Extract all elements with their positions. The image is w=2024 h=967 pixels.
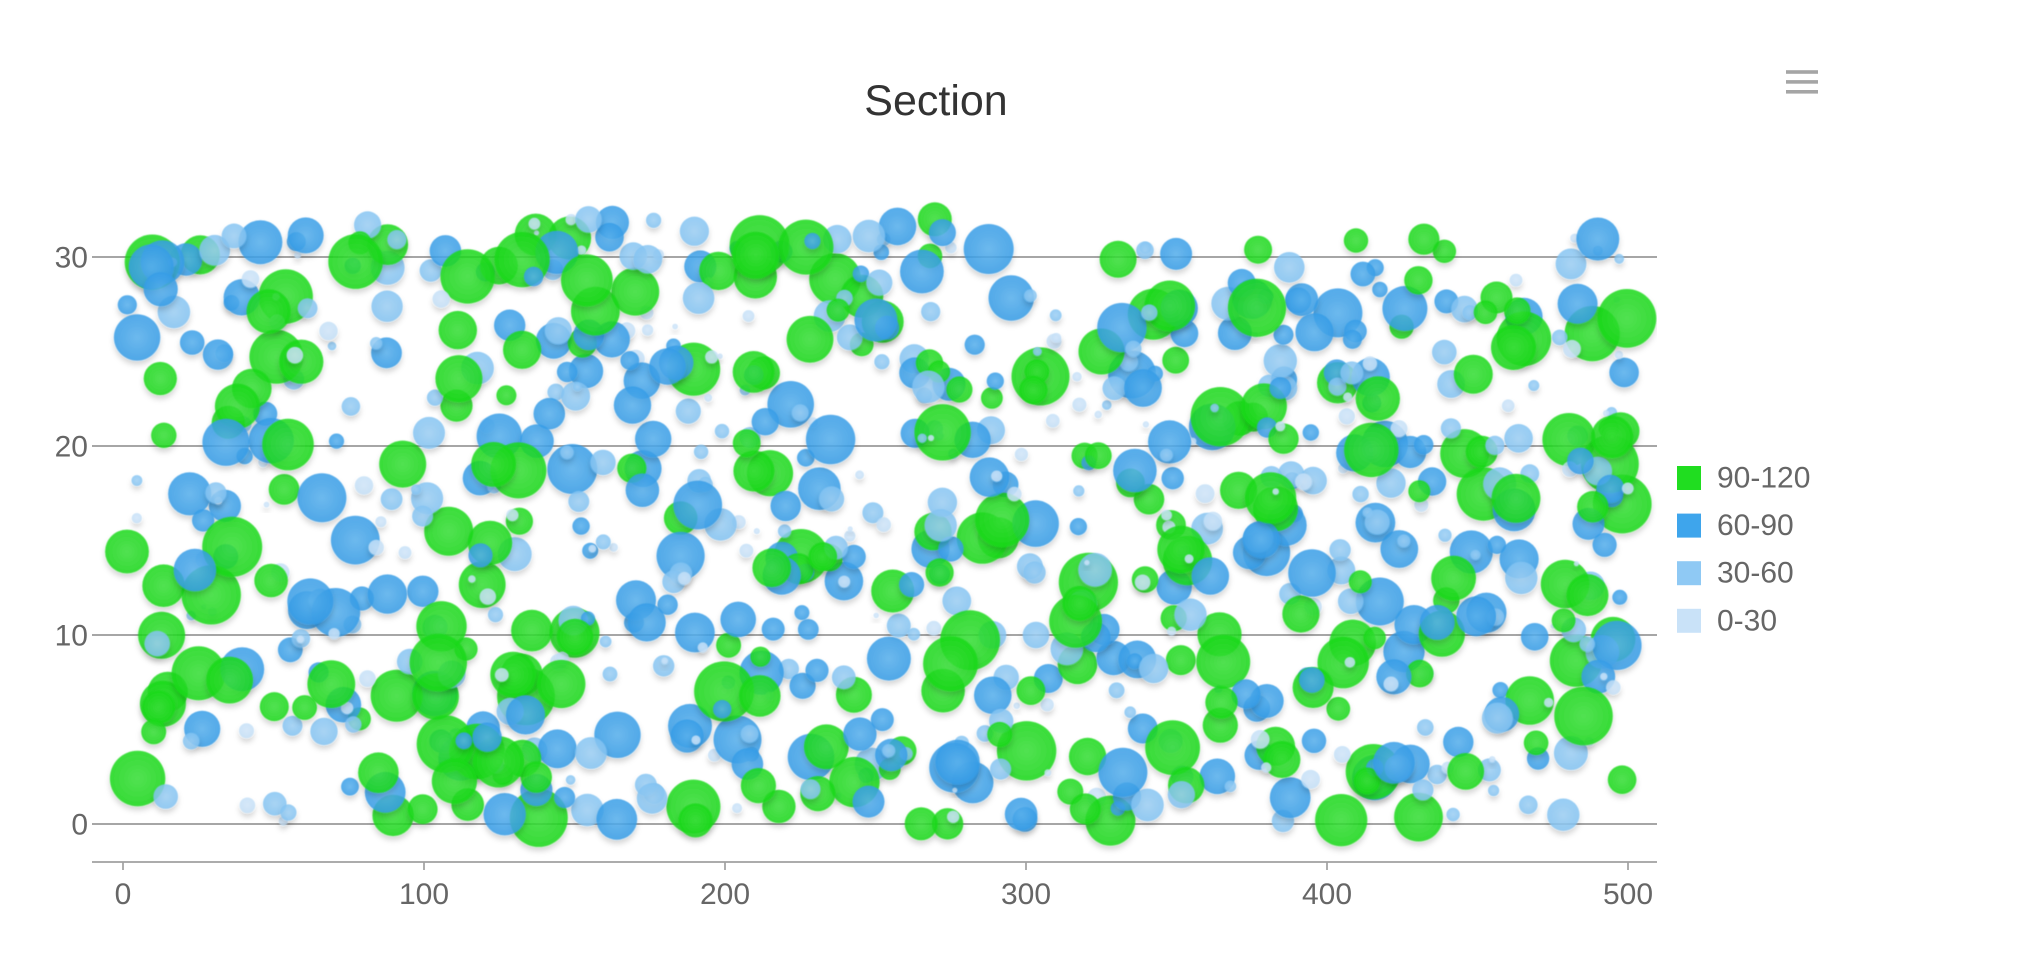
svg-text:500: 500 — [1603, 878, 1653, 911]
svg-text:Section: Section — [864, 77, 1007, 125]
svg-text:30-60: 30-60 — [1717, 557, 1794, 590]
svg-text:100: 100 — [399, 878, 449, 911]
svg-text:0-30: 0-30 — [1717, 604, 1777, 637]
svg-text:10: 10 — [55, 620, 88, 653]
svg-text:60-90: 60-90 — [1717, 509, 1794, 542]
svg-text:200: 200 — [700, 878, 750, 911]
svg-text:0: 0 — [71, 809, 88, 842]
svg-text:30: 30 — [55, 242, 88, 275]
svg-text:400: 400 — [1302, 878, 1352, 911]
svg-text:300: 300 — [1001, 878, 1051, 911]
svg-text:20: 20 — [55, 431, 88, 464]
svg-text:0: 0 — [115, 878, 132, 911]
svg-text:90-120: 90-120 — [1717, 462, 1810, 495]
